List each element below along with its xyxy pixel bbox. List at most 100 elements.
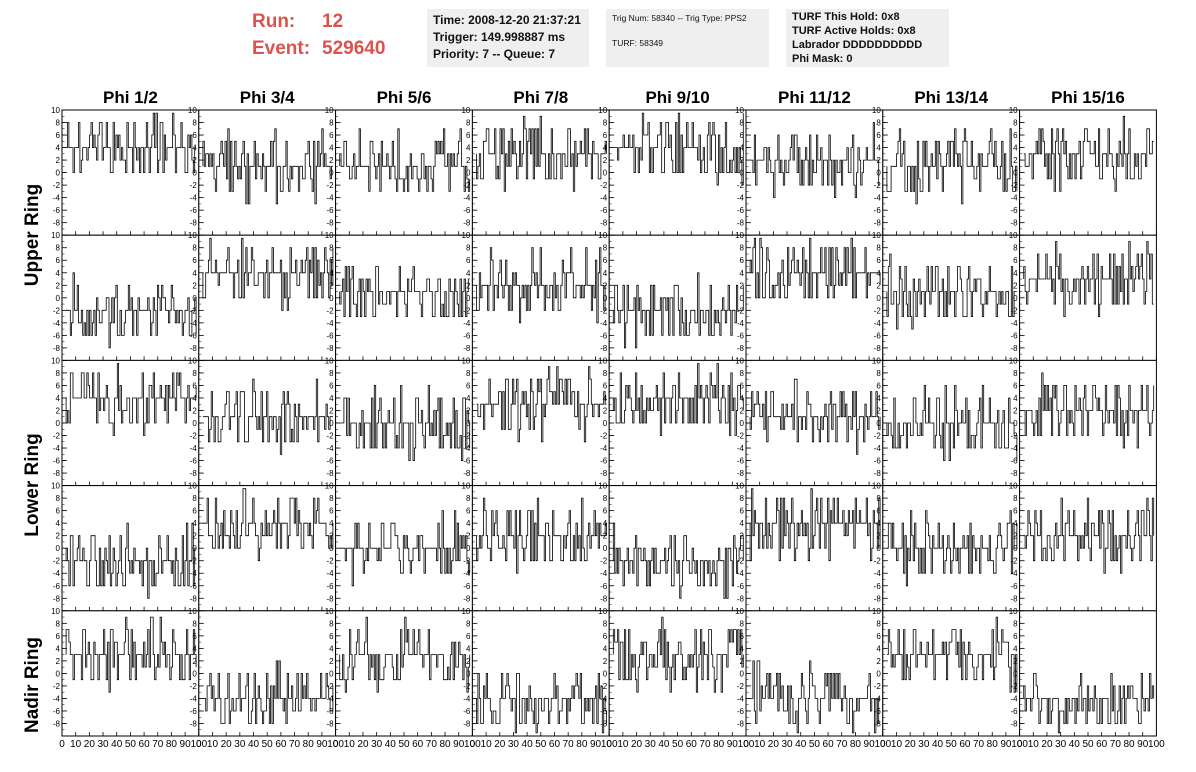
x-tick-label: 100 xyxy=(1148,739,1165,750)
x-tick-label: 0 xyxy=(880,739,886,750)
y-tick-label: 0 xyxy=(740,669,745,678)
y-tick-label: -4 xyxy=(190,444,198,453)
x-tick-label: 40 xyxy=(111,739,123,750)
x-tick-label: 20 xyxy=(221,739,233,750)
y-tick-label: 4 xyxy=(56,644,61,653)
x-tick-label: 50 xyxy=(535,739,547,750)
y-tick-label: -6 xyxy=(326,707,334,716)
panel-frame xyxy=(198,234,337,361)
panel-frame xyxy=(608,234,747,361)
y-tick-label: 2 xyxy=(740,406,745,415)
y-tick-label: 8 xyxy=(740,244,745,253)
y-tick-label: 0 xyxy=(603,294,608,303)
x-tick-label: 80 xyxy=(303,739,315,750)
panel-frame xyxy=(61,610,200,737)
x-tick-label: 10 xyxy=(617,739,629,750)
y-tick-label: 4 xyxy=(192,269,197,278)
x-tick-label: 0 xyxy=(59,739,65,750)
y-tick-label: 6 xyxy=(56,131,61,140)
y-tick-label: 0 xyxy=(329,294,334,303)
y-tick-label: 6 xyxy=(466,632,471,641)
y-tick-label: -4 xyxy=(1010,694,1018,703)
waveform-trace xyxy=(750,122,881,198)
y-tick-label: 4 xyxy=(1013,644,1018,653)
y-tick-label: -4 xyxy=(874,569,882,578)
x-tick-label: 50 xyxy=(1082,739,1094,750)
y-tick-label: 10 xyxy=(735,482,744,491)
y-tick-label: 2 xyxy=(329,156,334,165)
y-tick-label: -6 xyxy=(874,206,882,215)
x-tick-label: 0 xyxy=(606,739,612,750)
y-tick-label: -8 xyxy=(326,719,334,728)
y-tick-label: -4 xyxy=(737,694,745,703)
y-tick-label: 8 xyxy=(603,244,608,253)
y-tick-label: 8 xyxy=(1013,244,1018,253)
x-tick-label: 60 xyxy=(275,739,287,750)
y-tick-label: 0 xyxy=(192,669,197,678)
y-tick-label: -8 xyxy=(874,719,882,728)
y-tick-label: 10 xyxy=(461,482,470,491)
column-title: Phi 5/6 xyxy=(377,88,432,107)
waveform-trace xyxy=(749,237,881,299)
y-tick-label: -6 xyxy=(463,206,471,215)
y-tick-label: 10 xyxy=(1009,231,1018,240)
y-tick-label: 8 xyxy=(56,244,61,253)
y-tick-label: -6 xyxy=(874,582,882,591)
x-tick-label: 60 xyxy=(686,739,698,750)
y-tick-label: 6 xyxy=(192,507,197,516)
y-tick-label: -8 xyxy=(737,469,745,478)
y-tick-label: 8 xyxy=(192,369,197,378)
y-tick-label: -8 xyxy=(463,469,471,478)
y-tick-label: 4 xyxy=(1013,144,1018,153)
y-tick-label: -8 xyxy=(737,719,745,728)
y-tick-label: 8 xyxy=(1013,369,1018,378)
y-tick-label: 0 xyxy=(1013,294,1018,303)
y-tick-label: 0 xyxy=(56,169,61,178)
y-tick-label: 8 xyxy=(329,244,334,253)
y-tick-label: -2 xyxy=(463,432,471,441)
turf-this-hold-text: TURF This Hold: 0x8 xyxy=(792,11,900,23)
y-tick-label: -4 xyxy=(326,194,334,203)
y-tick-label: 10 xyxy=(598,231,607,240)
y-tick-label: -4 xyxy=(600,194,608,203)
y-tick-label: 4 xyxy=(603,644,608,653)
y-tick-label: -8 xyxy=(600,719,608,728)
y-tick-label: 2 xyxy=(1013,406,1018,415)
y-tick-label: 10 xyxy=(598,482,607,491)
x-tick-label: 80 xyxy=(987,739,999,750)
y-tick-label: -4 xyxy=(326,694,334,703)
run-event-box: Run: 12 Event: 529640 xyxy=(252,8,422,62)
y-tick-label: -8 xyxy=(326,594,334,603)
x-tick-label: 40 xyxy=(385,739,397,750)
y-tick-label: 8 xyxy=(56,369,61,378)
y-tick-label: 10 xyxy=(51,106,60,115)
y-tick-label: 4 xyxy=(56,519,61,528)
y-tick-label: 8 xyxy=(192,119,197,128)
y-tick-label: 8 xyxy=(740,119,745,128)
y-tick-label: 10 xyxy=(872,482,881,491)
y-tick-label: -2 xyxy=(1010,181,1018,190)
y-tick-label: -6 xyxy=(326,206,334,215)
y-tick-label: -4 xyxy=(53,194,61,203)
labrador-text: Labrador DDDDDDDDDD xyxy=(792,39,923,51)
y-tick-label: -6 xyxy=(1010,457,1018,466)
y-tick-label: -4 xyxy=(463,694,471,703)
y-tick-label: 8 xyxy=(740,494,745,503)
panel-frame xyxy=(61,109,200,236)
y-tick-label: 6 xyxy=(1013,256,1018,265)
y-tick-label: -4 xyxy=(1010,569,1018,578)
y-tick-label: 10 xyxy=(51,607,60,616)
y-tick-label: 8 xyxy=(876,369,881,378)
y-tick-label: -4 xyxy=(874,694,882,703)
y-tick-label: 4 xyxy=(466,269,471,278)
y-tick-label: -4 xyxy=(463,569,471,578)
y-tick-label: 8 xyxy=(466,119,471,128)
y-tick-label: -2 xyxy=(326,432,334,441)
y-tick-label: -4 xyxy=(874,194,882,203)
y-tick-label: 4 xyxy=(466,644,471,653)
y-tick-label: -4 xyxy=(53,694,61,703)
y-tick-label: 10 xyxy=(51,356,60,365)
y-tick-label: 2 xyxy=(192,281,197,290)
x-tick-label: 60 xyxy=(823,739,835,750)
y-tick-label: 2 xyxy=(603,657,608,666)
